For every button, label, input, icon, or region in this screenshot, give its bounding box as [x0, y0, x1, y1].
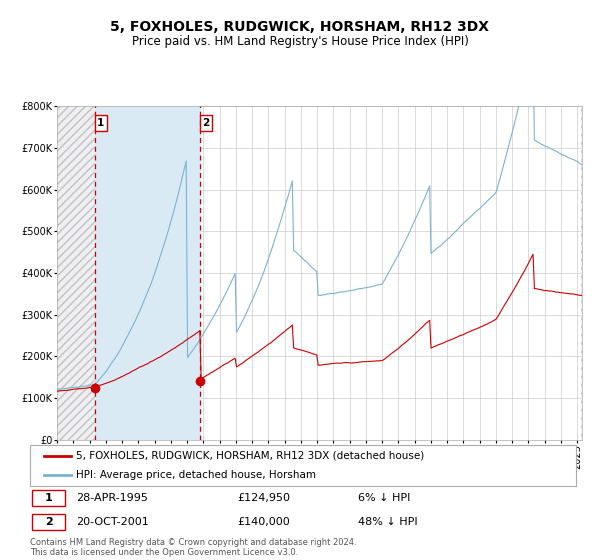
Text: 2: 2: [44, 517, 52, 527]
Bar: [95, 106, 200, 440]
Text: HPI: Average price, detached house, Horsham: HPI: Average price, detached house, Hors…: [76, 470, 316, 480]
Text: 5, FOXHOLES, RUDGWICK, HORSHAM, RH12 3DX (detached house): 5, FOXHOLES, RUDGWICK, HORSHAM, RH12 3DX…: [76, 451, 425, 461]
Text: 5, FOXHOLES, RUDGWICK, HORSHAM, RH12 3DX: 5, FOXHOLES, RUDGWICK, HORSHAM, RH12 3DX: [110, 20, 490, 34]
Text: Price paid vs. HM Land Registry's House Price Index (HPI): Price paid vs. HM Land Registry's House …: [131, 35, 469, 48]
Text: 20-OCT-2001: 20-OCT-2001: [76, 517, 149, 527]
Bar: [57, 106, 95, 440]
Text: 6% ↓ HPI: 6% ↓ HPI: [358, 493, 410, 503]
Bar: [581, 106, 597, 440]
FancyBboxPatch shape: [32, 491, 65, 506]
Text: 28-APR-1995: 28-APR-1995: [76, 493, 148, 503]
Text: 1: 1: [44, 493, 52, 503]
Text: 2: 2: [202, 118, 210, 128]
Text: Contains HM Land Registry data © Crown copyright and database right 2024.
This d: Contains HM Land Registry data © Crown c…: [30, 538, 356, 557]
Text: £124,950: £124,950: [238, 493, 290, 503]
FancyBboxPatch shape: [32, 514, 65, 530]
Text: 1: 1: [97, 118, 104, 128]
Text: £140,000: £140,000: [238, 517, 290, 527]
Text: 48% ↓ HPI: 48% ↓ HPI: [358, 517, 417, 527]
FancyBboxPatch shape: [30, 445, 576, 486]
